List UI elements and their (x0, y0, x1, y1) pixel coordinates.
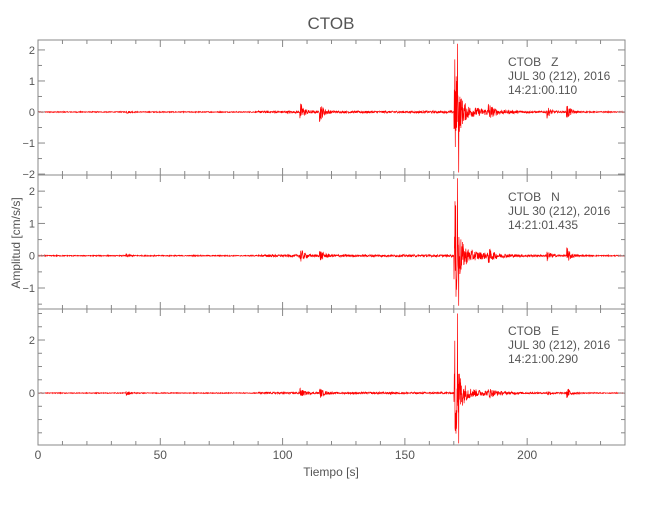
waveform-trace (37, 313, 625, 444)
trace-annotation-3: 14:21:01.435 (508, 218, 578, 232)
trace-annotation-3: 14:21:00.290 (508, 352, 578, 366)
y-tick-label: −1 (22, 283, 35, 295)
x-tick-label: 150 (395, 448, 415, 462)
x-axis-label: Tiempo [s] (303, 465, 359, 479)
x-tick-label: 50 (154, 448, 168, 462)
trace-annotation-2: JUL 30 (212), 2016 (508, 69, 611, 83)
y-tick-label: 0 (29, 251, 35, 263)
y-tick-label: 0 (29, 107, 35, 119)
y-tick-label: −1 (22, 138, 35, 150)
y-tick-label: 0 (29, 388, 35, 400)
y-axis-label: Amplitud [cm/s/s] (9, 197, 23, 288)
trace-annotation-2: JUL 30 (212), 2016 (508, 204, 611, 218)
trace-annotation-1: CTOB Z (508, 55, 558, 69)
trace-annotation-1: CTOB N (508, 190, 560, 204)
y-tick-label: 1 (29, 218, 35, 230)
x-tick-label: 100 (273, 448, 293, 462)
waveform-trace (37, 43, 626, 173)
trace-annotation-2: JUL 30 (212), 2016 (508, 338, 611, 352)
chart-title: CTOB (308, 14, 355, 33)
trace-annotation-1: CTOB E (508, 324, 559, 338)
y-tick-label: 2 (29, 186, 35, 198)
x-tick-label: 0 (35, 448, 42, 462)
trace-annotation-3: 14:21:00.110 (508, 83, 578, 97)
y-tick-label: 1 (29, 76, 35, 88)
waveform-trace (37, 178, 626, 306)
y-tick-label: −2 (22, 169, 35, 181)
y-tick-label: 2 (29, 45, 35, 57)
y-tick-label: 2 (29, 335, 35, 347)
x-tick-label: 200 (517, 448, 537, 462)
